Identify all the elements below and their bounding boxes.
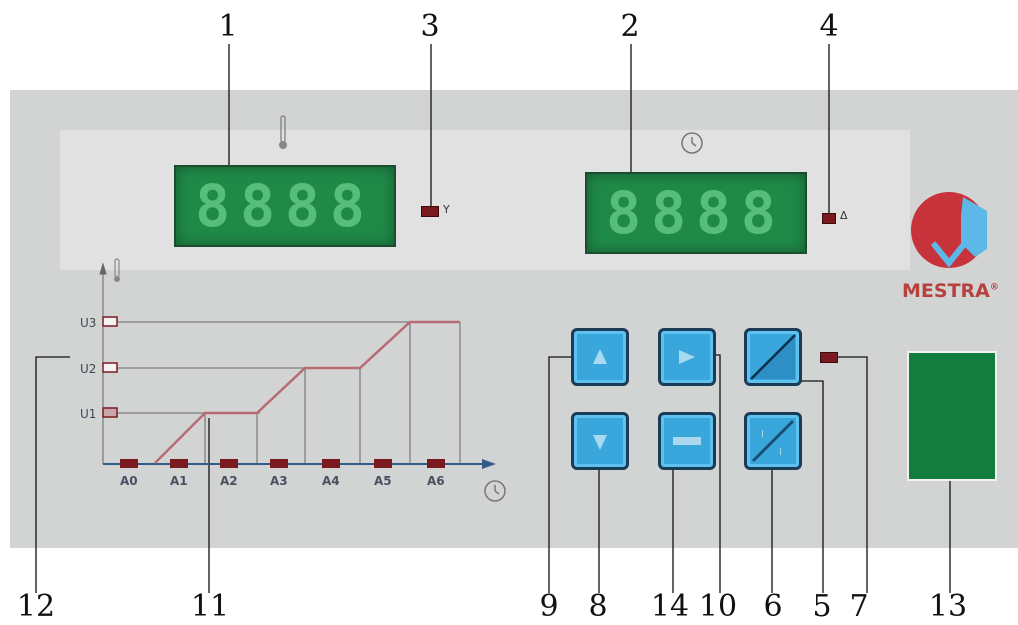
diagram-clock-icon [484, 480, 506, 502]
level-marker-u1 [102, 407, 118, 418]
stage-label-a4: A4 [322, 474, 340, 488]
stage-led-a5 [374, 459, 392, 468]
program-diagram [99, 262, 496, 469]
function-button[interactable]: I I [744, 412, 802, 470]
stage-led-a0 [120, 459, 138, 468]
start-stop-button[interactable] [744, 328, 802, 386]
callout-2: 2 [620, 9, 640, 44]
status-window [907, 351, 997, 481]
callout-5: 5 [812, 589, 832, 624]
diagram-thermometer-icon [114, 258, 120, 282]
diagram-y-arrow [99, 262, 107, 275]
callout-9: 9 [539, 589, 559, 624]
arrow-right-icon [679, 350, 695, 364]
level-label-u1: U1 [80, 407, 97, 421]
svg-text:I: I [761, 429, 764, 440]
callout-13: 13 [928, 589, 968, 624]
enter-icon [673, 437, 701, 445]
callout-12: 12 [16, 589, 56, 624]
callout-10: 10 [698, 589, 738, 624]
start-stop-icon [750, 334, 796, 380]
stage-label-a5: A5 [374, 474, 392, 488]
level-label-u2: U2 [80, 362, 97, 376]
brand-text: MESTRA [902, 280, 990, 302]
stage-label-a2: A2 [220, 474, 238, 488]
brand-name: MESTRA® [902, 280, 999, 302]
callout-7: 7 [849, 589, 869, 624]
function-icon: I I [751, 419, 795, 463]
callout-11: 11 [190, 589, 230, 624]
stage-label-a3: A3 [270, 474, 288, 488]
level-marker-u3 [102, 316, 118, 327]
temperature-ramp-line [154, 320, 460, 464]
stage-led-a6 [427, 459, 445, 468]
temperature-display: 8888 [174, 165, 396, 247]
level-label-u3: U3 [80, 316, 97, 330]
temperature-readout: 8888 [195, 172, 375, 240]
clock-icon [681, 132, 703, 154]
time-display: 8888 [585, 172, 807, 254]
callout-6: 6 [763, 589, 783, 624]
callout-14: 14 [650, 589, 690, 624]
stage-led-a3 [270, 459, 288, 468]
callout-3: 3 [420, 9, 440, 44]
indicator-led-3 [421, 206, 439, 217]
level-marker-u2 [102, 362, 118, 373]
stage-label-a6: A6 [427, 474, 445, 488]
registered-mark: ® [989, 282, 999, 293]
stage-led-a2 [220, 459, 238, 468]
indicator-led-7 [820, 352, 838, 363]
enter-button[interactable] [658, 412, 716, 470]
svg-text:I: I [779, 447, 782, 458]
down-button[interactable] [571, 412, 629, 470]
indicator-label-4: Δ [840, 209, 848, 222]
thermometer-icon [279, 115, 287, 149]
arrow-down-icon [593, 435, 607, 450]
arrow-up-icon [593, 349, 607, 364]
indicator-led-4 [822, 213, 836, 224]
callout-8: 8 [588, 589, 608, 624]
callout-1: 1 [218, 9, 238, 44]
indicator-label-3: Y [443, 203, 450, 216]
callout-4: 4 [819, 9, 839, 44]
up-button[interactable] [571, 328, 629, 386]
stage-led-a4 [322, 459, 340, 468]
stage-led-a1 [170, 459, 188, 468]
stage-label-a0: A0 [120, 474, 138, 488]
time-readout: 8888 [606, 179, 786, 247]
stage-label-a1: A1 [170, 474, 188, 488]
diagram-time-arrow [482, 459, 496, 469]
right-button[interactable] [658, 328, 716, 386]
mestra-logo [911, 192, 987, 268]
